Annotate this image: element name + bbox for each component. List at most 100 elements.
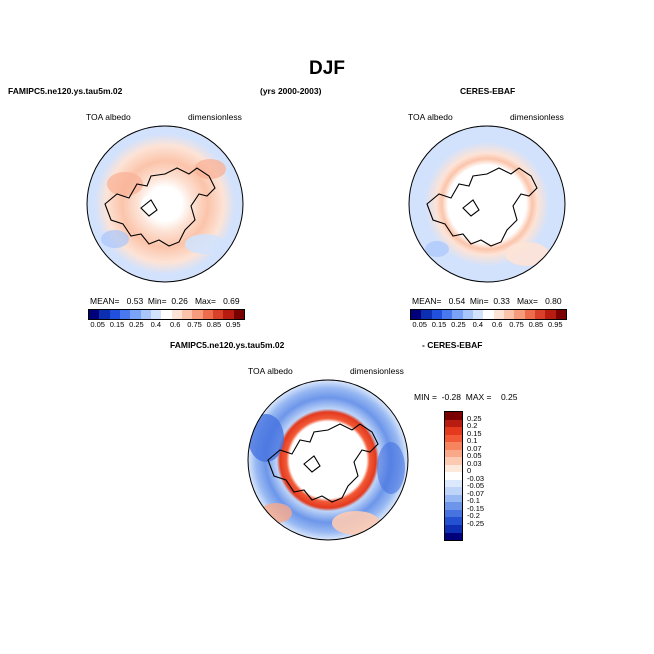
diff-minmax: MIN = -0.28 MAX = 0.25 [414, 392, 518, 402]
diff-colorbar-tick-label: -0.25 [467, 518, 485, 528]
model-colorbar-swatch [99, 310, 110, 319]
obs-colorbar-swatch [472, 310, 484, 319]
obs-colorbar-swatch [483, 310, 494, 319]
obs-colorbar-tick-label: 0.4 [472, 320, 484, 329]
model-mean: MEAN= 0.53 Min= 0.26 Max= 0.69 [90, 296, 240, 306]
obs-mean: MEAN= 0.54 Min= 0.33 Max= 0.80 [412, 296, 562, 306]
model-colorbar [88, 309, 245, 320]
obs-colorbar-swatch [431, 310, 442, 319]
diff-colorbar-tick-label: 0.25 [467, 413, 482, 423]
diff-variable-label: TOA albedo [248, 366, 293, 376]
diff-colorbar-swatch [445, 517, 462, 525]
period-label: (yrs 2000-2003) [260, 86, 322, 96]
model-units-label: dimensionless [188, 112, 242, 122]
diff-colorbar-swatch [445, 494, 462, 503]
diff-colorbar-tick-label: -0.05 [467, 481, 485, 491]
obs-colorbar-swatch [534, 310, 546, 319]
model-coastline [104, 167, 216, 247]
obs-colorbar-swatch [493, 310, 504, 319]
obs-polar-map [408, 125, 566, 283]
model-colorbar-swatch [161, 310, 172, 319]
diff-units-label: dimensionless [350, 366, 404, 376]
diff-colorbar-swatch [445, 464, 462, 473]
diff-colorbar-tick-label: -0.2 [467, 511, 480, 521]
model-colorbar-tick-label: 0.4 [150, 320, 162, 329]
model-colorbar-tick-label: 0.15 [109, 320, 125, 329]
obs-colorbar-labels: 0.05 0.15 0.25 0.4 0.6 0.75 0.85 0.95 [410, 320, 565, 330]
obs-colorbar-swatch [421, 310, 432, 319]
diff-colorbar-tick-label: 0.1 [467, 436, 478, 446]
diff-polar-map [247, 379, 409, 541]
obs-colorbar-tick-label: 0.75 [509, 320, 524, 329]
model-colorbar-swatch [212, 310, 224, 319]
obs-case-label: CERES-EBAF [460, 86, 516, 96]
diff-colorbar-swatch [445, 532, 462, 541]
diff-colorbar-swatch [445, 442, 462, 450]
obs-coastline [426, 167, 538, 247]
diff-colorbar-tick-label: 0 [467, 466, 472, 476]
obs-colorbar-tick-label: 0.95 [548, 320, 563, 329]
obs-colorbar-tick-label: 0.85 [528, 320, 544, 329]
obs-colorbar-swatch [555, 310, 566, 319]
diff-colorbar-swatch [445, 412, 462, 420]
model-colorbar-swatch [223, 310, 234, 319]
model-colorbar-swatch [89, 310, 100, 319]
diff-colorbar-swatch [445, 419, 462, 428]
obs-colorbar [410, 309, 567, 320]
model-polar-map [86, 125, 244, 283]
obs-variable-label: TOA albedo [408, 112, 453, 122]
diff-colorbar-swatch [445, 472, 462, 480]
obs-colorbar-swatch [524, 310, 535, 319]
obs-colorbar-tick-label: 0.05 [412, 320, 427, 329]
diff-colorbar-swatch [445, 524, 462, 533]
model-colorbar-labels: 0.05 0.15 0.25 0.4 0.6 0.75 0.85 0.95 [88, 320, 243, 330]
diff-colorbar-swatch [445, 487, 462, 495]
diff-colorbar-tick-label: -0.15 [467, 503, 485, 513]
diff-colorbar-tick-label: -0.07 [467, 488, 485, 498]
model-variable-label: TOA albedo [86, 112, 131, 122]
model-colorbar-swatch [192, 310, 203, 319]
diff-colorbar-tick-label: 0.15 [467, 428, 482, 438]
obs-colorbar-swatch [462, 310, 473, 319]
model-colorbar-swatch [109, 310, 120, 319]
diff-colorbar-tick-label: -0.03 [467, 473, 485, 483]
diff-colorbar-swatch [445, 434, 462, 443]
model-colorbar-tick-label: 0.05 [90, 320, 105, 329]
diff-colorbar-labels: 0.25 0.2 0.15 0.1 0.07 0.05 0.03 0 -0.03 -0.05 -0.… [467, 411, 507, 539]
diff-case-a-label: FAMIPC5.ne120.ys.tau5m.02 [170, 340, 285, 350]
obs-colorbar-swatch [503, 310, 515, 319]
model-case-label: FAMIPC5.ne120.ys.tau5m.02 [8, 86, 123, 96]
diff-colorbar-swatch [445, 509, 462, 518]
diff-case-b-label: - CERES-EBAF [422, 340, 483, 350]
diff-colorbar-swatch [445, 502, 462, 510]
diff-colorbar [444, 411, 463, 541]
diff-colorbar-tick-label: 0.07 [467, 443, 482, 453]
model-colorbar-swatch [233, 310, 244, 319]
obs-colorbar-tick-label: 0.6 [491, 320, 503, 329]
model-colorbar-tick-label: 0.6 [169, 320, 181, 329]
obs-colorbar-tick-label: 0.25 [451, 320, 466, 329]
model-colorbar-tick-label: 0.95 [226, 320, 241, 329]
obs-colorbar-swatch [411, 310, 422, 319]
obs-colorbar-swatch [514, 310, 525, 319]
diff-colorbar-tick-label: -0.1 [467, 496, 480, 506]
diff-coastline [267, 423, 379, 503]
obs-colorbar-swatch [545, 310, 556, 319]
diff-colorbar-swatch [445, 427, 462, 435]
model-colorbar-swatch [150, 310, 162, 319]
model-colorbar-swatch [119, 310, 131, 319]
obs-colorbar-swatch [441, 310, 453, 319]
season-title: DJF [309, 58, 345, 79]
model-colorbar-tick-label: 0.85 [206, 320, 222, 329]
obs-units-label: dimensionless [510, 112, 564, 122]
model-colorbar-swatch [140, 310, 151, 319]
model-colorbar-tick-label: 0.75 [187, 320, 202, 329]
diff-colorbar-swatch [445, 449, 462, 458]
diff-colorbar-tick-label: 0.2 [467, 421, 478, 431]
diff-colorbar-swatch [445, 457, 462, 465]
model-colorbar-swatch [130, 310, 141, 319]
diff-colorbar-tick-label: 0.03 [467, 458, 482, 468]
model-colorbar-tick-label: 0.25 [129, 320, 144, 329]
obs-colorbar-tick-label: 0.15 [431, 320, 447, 329]
model-colorbar-swatch [202, 310, 213, 319]
